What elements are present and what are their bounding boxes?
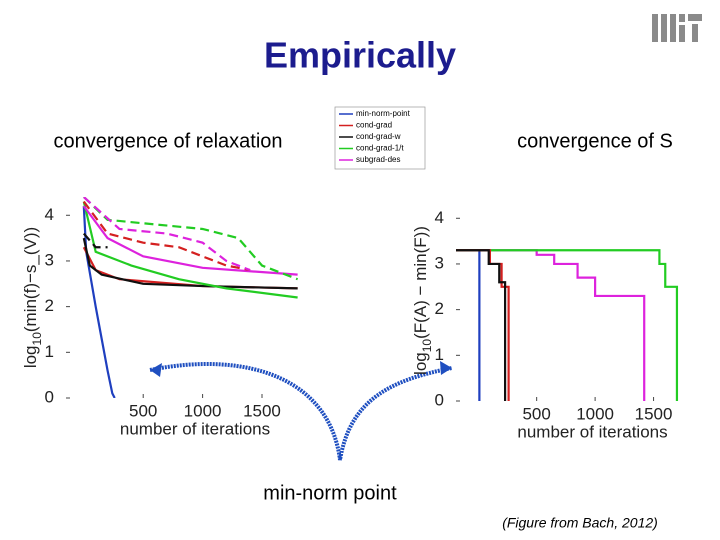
series-line (82, 205, 298, 276)
y-tick-label: 4 (435, 208, 444, 227)
y-axis-label-part: log (411, 352, 430, 375)
caption: (Figure from Bach, 2012) (502, 515, 658, 531)
y-axis-label-part: (min(f)−s_(V)) (21, 227, 40, 332)
y-axis-label: log10(F(A) − min(F)) (411, 226, 434, 375)
legend-label: cond-grad-1/t (356, 144, 404, 153)
plot (82, 197, 299, 398)
series-line (456, 249, 510, 401)
series-line (82, 232, 108, 249)
y-tick-label: 4 (45, 205, 54, 224)
legend-label: cond-grad-w (356, 132, 401, 141)
y-tick-label: 0 (45, 387, 54, 406)
series-line (82, 200, 251, 272)
x-tick-label: 1500 (243, 401, 281, 420)
x-tick-label: 500 (129, 401, 157, 420)
y-tick-label: 1 (45, 342, 54, 361)
annotation: min-norm point (263, 482, 397, 504)
y-axis-label-part: 10 (420, 339, 434, 353)
x-axis-label: number of iterations (517, 422, 667, 441)
legend-label: subgrad-des (356, 155, 400, 164)
y-axis-label-part: (F(A) − min(F)) (411, 226, 430, 339)
chart-title: convergence of S (517, 130, 673, 152)
y-axis-label: log10(min(f)−s_(V)) (21, 227, 44, 368)
x-tick-label: 1500 (635, 404, 673, 423)
y-tick-label: 3 (435, 253, 444, 272)
series-line (456, 249, 481, 401)
legend-label: min-norm-point (356, 109, 411, 118)
x-tick-label: 1000 (184, 401, 222, 420)
series-line (456, 249, 507, 401)
x-tick-label: 500 (522, 404, 550, 423)
series-line (83, 197, 299, 281)
y-tick-label: 2 (435, 299, 444, 318)
x-axis-label: number of iterations (120, 419, 270, 438)
series-line (456, 249, 646, 401)
y-tick-label: 1 (435, 345, 444, 364)
series-line (456, 249, 679, 401)
arrow (149, 362, 453, 461)
legend-label: cond-grad (356, 121, 392, 130)
y-tick-label: 2 (45, 296, 54, 315)
chart-title: convergence of relaxation (53, 130, 282, 152)
y-tick-label: 0 (435, 390, 444, 409)
series-line (82, 201, 298, 299)
y-tick-label: 3 (45, 250, 54, 269)
slide-title: Empirically (264, 35, 456, 76)
y-axis-label-part: log (21, 345, 40, 368)
legend: min-norm-point cond-grad cond-grad-w cond-g… (334, 106, 426, 170)
y-axis-label-part: 10 (30, 332, 44, 346)
logo (652, 14, 702, 42)
plot (456, 249, 679, 401)
x-tick-label: 1000 (576, 404, 614, 423)
series-line (83, 197, 251, 272)
